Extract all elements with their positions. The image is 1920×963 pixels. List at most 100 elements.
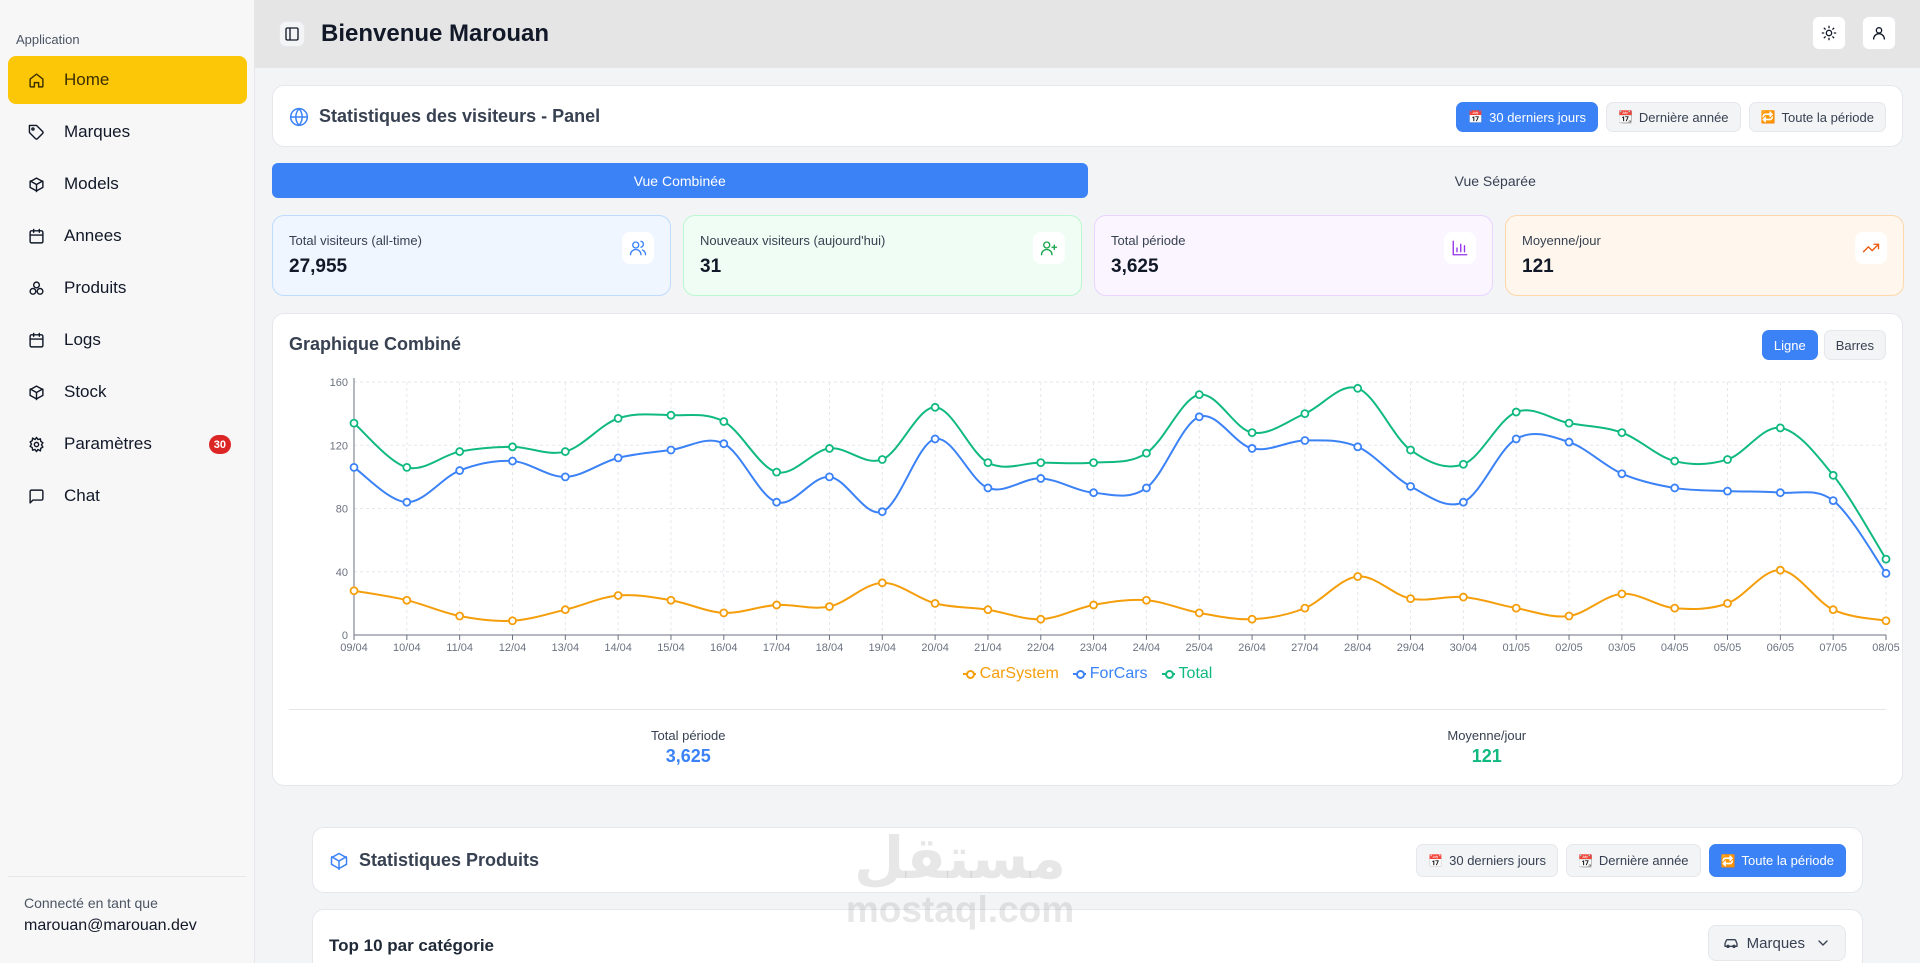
data-point xyxy=(613,413,623,423)
data-point xyxy=(1564,437,1574,447)
period-last-year-button[interactable]: 📆 Dernière année xyxy=(1565,844,1701,877)
x-tick-label: 23/04 xyxy=(1080,642,1108,654)
bar-chart-button[interactable]: Barres xyxy=(1823,330,1886,360)
sidebar-item-parametres[interactable]: Paramètres 30 xyxy=(8,420,247,468)
period-all-time-button[interactable]: 🔁 Toute la période xyxy=(1748,102,1886,132)
period-label: 30 derniers jours xyxy=(1449,853,1546,868)
notification-badge: 30 xyxy=(208,435,231,454)
user-menu-button[interactable] xyxy=(1862,16,1896,50)
data-point xyxy=(1036,614,1046,624)
y-tick-label: 40 xyxy=(336,567,348,579)
category-select[interactable]: Marques xyxy=(1707,925,1846,961)
x-tick-label: 14/04 xyxy=(604,642,632,654)
sidebar-item-chat[interactable]: Chat xyxy=(8,472,247,520)
y-tick-label: 120 xyxy=(330,440,348,452)
x-tick-label: 30/04 xyxy=(1450,642,1478,654)
summary-label: Moyenne/jour xyxy=(1447,728,1527,743)
sidebar-nav: Home Marques Models Annees Produits Logs… xyxy=(8,56,247,524)
car-icon xyxy=(1723,938,1738,948)
period-all-time-button[interactable]: 🔁 Toute la période xyxy=(1708,844,1846,877)
data-point xyxy=(772,467,782,477)
data-point xyxy=(1881,554,1891,564)
data-point xyxy=(1089,600,1098,610)
data-point xyxy=(1353,442,1363,452)
sidebar-item-marques[interactable]: Marques xyxy=(8,108,247,156)
legend-item[interactable]: Total xyxy=(1161,665,1212,683)
sidebar-item-logs[interactable]: Logs xyxy=(8,316,247,364)
x-tick-label: 25/04 xyxy=(1185,642,1213,654)
tab-separate-view[interactable]: Vue Séparée xyxy=(1454,172,1536,189)
sidebar-item-models[interactable]: Models xyxy=(8,160,247,208)
data-point xyxy=(1089,458,1098,468)
y-tick-label: 0 xyxy=(342,630,348,642)
product-stats-title: Statistiques Produits xyxy=(329,850,539,871)
data-point xyxy=(402,462,412,472)
calendar-icon xyxy=(26,330,46,350)
data-point xyxy=(1670,483,1680,493)
repeat-emoji-icon: 🔁 xyxy=(1760,110,1776,124)
period-30-days-button[interactable]: 📅 30 derniers jours xyxy=(1416,844,1558,877)
legend-marker xyxy=(962,669,976,679)
sidebar-item-stock[interactable]: Stock xyxy=(8,368,247,416)
data-point xyxy=(772,600,782,610)
sidebar-item-label: Models xyxy=(64,174,119,193)
calendar-emoji-icon: 📅 xyxy=(1428,853,1444,868)
page-title: Bienvenue Marouan xyxy=(321,20,550,47)
data-point xyxy=(1511,407,1521,417)
data-point xyxy=(508,456,517,466)
sidebar-item-annees[interactable]: Annees xyxy=(8,212,247,260)
data-point xyxy=(1775,488,1785,498)
chart-title: Graphique Combiné xyxy=(289,334,462,354)
chart-type-toggle: Ligne Barres xyxy=(1761,330,1886,360)
chart-legend: CarSystem ForCars Total xyxy=(273,665,1902,683)
legend-item[interactable]: ForCars xyxy=(1072,665,1148,683)
user-icon xyxy=(1873,27,1885,40)
chevron-down-icon xyxy=(1818,940,1828,946)
legend-item[interactable]: CarSystem xyxy=(962,665,1059,683)
x-tick-label: 27/04 xyxy=(1291,642,1319,654)
calendar-emoji-icon: 📅 xyxy=(1468,110,1484,124)
top-categories-title: Top 10 par catégorie xyxy=(329,936,495,955)
sidebar-toggle-button[interactable] xyxy=(279,21,305,47)
data-point xyxy=(1828,496,1838,505)
product-stats-title-text: Statistiques Produits xyxy=(359,850,540,870)
repeat-emoji-icon: 🔁 xyxy=(1720,853,1736,868)
legend-marker xyxy=(1072,669,1086,679)
legend-label: CarSystem xyxy=(979,665,1059,682)
user-plus-icon xyxy=(1033,232,1065,264)
y-tick-label: 80 xyxy=(336,504,348,516)
period-last-year-button[interactable]: 📆 Dernière année xyxy=(1605,102,1741,132)
data-point xyxy=(1036,474,1046,483)
data-point xyxy=(930,598,940,608)
chat-icon xyxy=(26,486,46,506)
data-point xyxy=(983,458,993,468)
data-point xyxy=(613,453,623,463)
data-point xyxy=(508,442,517,452)
data-point xyxy=(402,497,412,507)
x-tick-label: 04/05 xyxy=(1661,642,1689,654)
theme-toggle-button[interactable] xyxy=(1812,16,1846,50)
x-tick-label: 09/04 xyxy=(340,642,368,654)
data-point xyxy=(455,466,465,475)
x-tick-label: 29/04 xyxy=(1397,642,1425,654)
data-point xyxy=(719,439,729,449)
view-tabs: Vue Combinée Vue Séparée xyxy=(272,163,1903,198)
data-point xyxy=(1828,470,1838,480)
box-icon xyxy=(26,174,46,194)
line-chart-button[interactable]: Ligne xyxy=(1761,330,1818,360)
bar-chart-icon xyxy=(1444,232,1476,264)
data-point xyxy=(1406,594,1415,604)
stat-label: Moyenne/jour xyxy=(1522,233,1601,248)
data-point xyxy=(1089,488,1098,498)
sidebar-item-home[interactable]: Home xyxy=(8,56,247,104)
data-point xyxy=(349,418,359,428)
x-tick-label: 02/05 xyxy=(1555,642,1583,654)
data-point xyxy=(1142,483,1151,493)
trending-up-icon xyxy=(1855,232,1887,264)
data-point xyxy=(983,483,993,493)
tab-combined-view[interactable]: Vue Combinée xyxy=(272,163,1088,198)
period-30-days-button[interactable]: 📅 30 derniers jours xyxy=(1456,102,1598,132)
x-tick-label: 20/04 xyxy=(921,642,949,654)
stat-card-period-total: Total période 3,625 xyxy=(1094,215,1493,296)
sidebar-item-produits[interactable]: Produits xyxy=(8,264,247,312)
